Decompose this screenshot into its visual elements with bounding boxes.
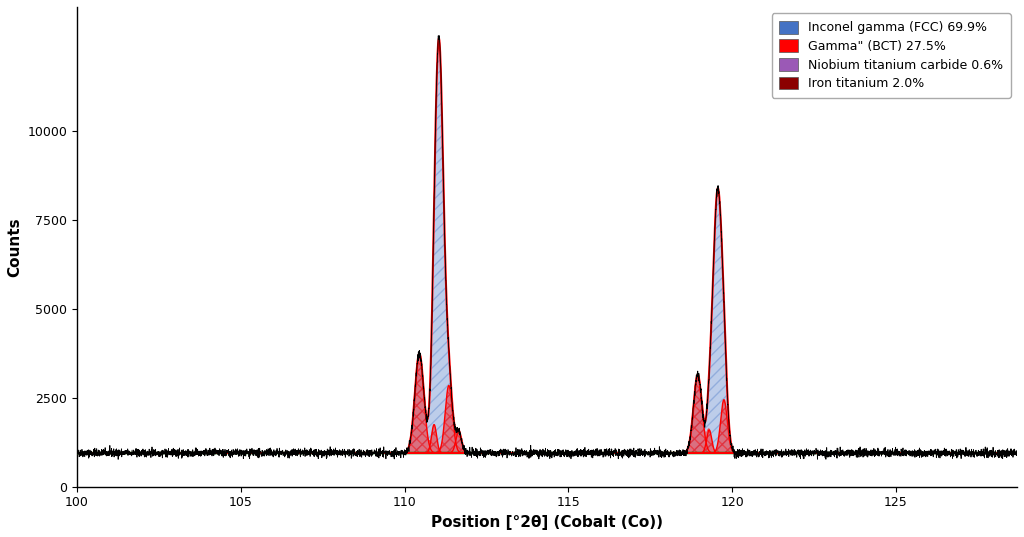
Y-axis label: Counts: Counts [7,217,22,277]
X-axis label: Position [°2θ] (Cobalt (Co)): Position [°2θ] (Cobalt (Co)) [431,515,664,530]
Legend: Inconel gamma (FCC) 69.9%, Gamma" (BCT) 27.5%, Niobium titanium carbide 0.6%, Ir: Inconel gamma (FCC) 69.9%, Gamma" (BCT) … [772,13,1011,98]
